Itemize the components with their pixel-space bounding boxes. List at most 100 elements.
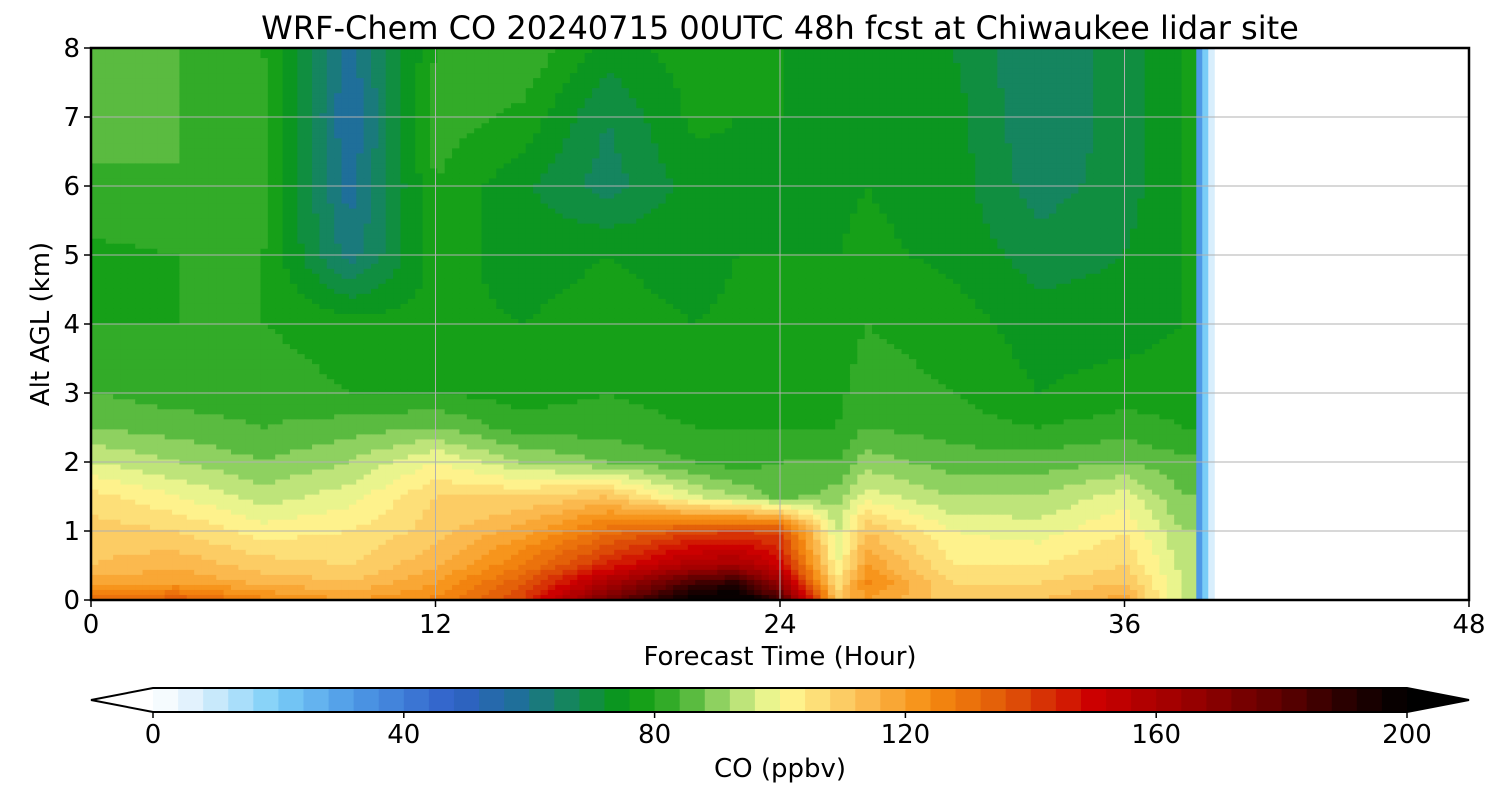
heat-cell [326,128,335,134]
heat-cell [297,173,306,180]
heat-cell [422,88,431,94]
heat-cell [1071,178,1079,185]
heat-cell [282,198,291,205]
heat-cell [363,108,372,114]
heat-cell [201,128,210,134]
heat-cell [945,93,954,99]
heat-cell [908,133,917,139]
heat-cell [304,108,313,114]
heat-cell [687,168,696,175]
heat-cell [385,133,394,139]
heat-cell [1144,48,1153,54]
heat-cell [378,113,387,119]
heat-cell [1122,53,1131,59]
heat-cell [142,108,151,114]
heat-cell [444,158,453,165]
heat-cell [481,138,490,144]
heat-cell [857,88,866,94]
heat-cell [326,203,335,210]
heat-cell [938,173,947,180]
heat-cell [857,208,866,215]
heat-cell [282,188,291,195]
heat-cell [437,168,446,175]
heat-cell [194,123,203,129]
heat-cell [1071,138,1079,144]
heat-cell [989,168,998,175]
heat-cell [120,78,129,84]
heat-cell [997,143,1006,149]
heat-cell [1004,78,1013,84]
heat-cell [997,188,1006,195]
heat-cell [547,98,556,104]
heat-cell [304,48,313,54]
heat-cell [378,143,387,149]
heat-cell [695,173,704,180]
heat-cell [400,178,409,185]
heat-cell [982,178,991,185]
heat-cell [916,208,925,215]
heat-cell [783,158,792,165]
heat-cell [739,188,748,195]
heat-cell [739,83,748,89]
heat-cell [105,128,114,134]
heat-cell [127,163,136,170]
heat-cell [371,128,379,134]
heat-cell [1093,168,1102,175]
heat-cell [1078,143,1087,149]
heat-cell [908,208,917,215]
heat-cell [702,138,711,144]
heat-cell [695,133,704,139]
heat-cell [813,68,822,74]
heat-cell [1174,193,1183,200]
heat-cell [1107,118,1116,124]
heat-cell [614,93,623,99]
heat-cell [1144,168,1153,175]
heat-cell [356,208,365,215]
heat-cell [709,188,718,195]
heat-cell [923,143,932,149]
heat-cell [931,88,939,94]
heat-cell [1048,163,1057,170]
heat-cell [1085,138,1094,144]
heat-cell [872,113,881,119]
heat-cell [113,193,122,200]
heat-cell [385,88,394,94]
heat-cell [223,133,232,139]
heat-cell [923,158,932,165]
heat-cell [1034,63,1043,69]
heat-cell [842,63,851,69]
heat-cell [481,103,490,109]
heat-cell [673,123,682,129]
heat-cell [253,113,262,119]
heat-cell [717,148,726,154]
heat-cell [547,88,556,94]
heat-cell [709,148,718,154]
heat-cell [614,173,623,180]
heat-cell [732,153,741,159]
heat-cell [179,173,188,180]
heat-cell [238,53,247,59]
heat-cell [1063,48,1072,54]
heat-cell [1085,153,1094,159]
heat-cell [923,123,932,129]
heat-cell [98,78,107,84]
heat-cell [186,213,195,220]
heat-cell [149,148,158,154]
heat-cell [1107,113,1116,119]
heat-cell [1063,128,1072,134]
heat-cell [393,48,402,54]
heat-cell [113,143,122,149]
heat-cell [371,108,379,114]
heat-cell [223,53,232,59]
heat-cell [164,213,173,220]
heat-cell [621,128,630,134]
heat-cell [761,118,770,124]
heat-cell [879,58,888,64]
heat-cell [592,68,601,74]
heat-cell [356,128,365,134]
heat-cell [931,103,939,109]
heat-cell [1188,198,1197,205]
heat-cell [967,48,976,54]
heat-cell [474,198,483,205]
heat-cell [415,63,424,69]
